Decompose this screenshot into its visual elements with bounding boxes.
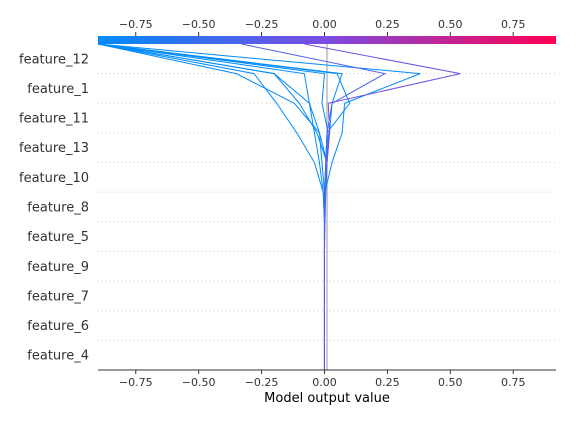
bottom-axis: −0.75 −0.50 −0.25 0.00 0.25 0.50 0.75 [119,370,526,389]
decision-line [304,43,461,370]
feature-label: feature_1 [27,82,89,97]
top-axis: −0.75 −0.50 −0.25 0.00 0.25 0.50 0.75 [119,18,526,36]
feature-label: feature_9 [27,260,89,275]
bottom-tick-label: 0.25 [375,376,400,389]
top-tick-label: 0.00 [312,18,337,31]
top-tick-label: 0.25 [375,18,400,31]
decision-line [97,43,329,370]
feature-label: feature_13 [19,141,89,156]
top-tick-label: 0.50 [438,18,463,31]
decision-line [241,43,387,370]
x-axis-title: Model output value [264,391,390,406]
top-tick-label: −0.25 [245,18,279,31]
decision-line [97,43,421,370]
feature-label: feature_7 [27,289,89,304]
feature-label: feature_6 [27,319,89,334]
bottom-tick-label: 0.00 [312,376,337,389]
feature-labels: feature_12 feature_1 feature_11 feature_13f… [19,52,89,363]
bottom-tick-label: 0.75 [501,376,526,389]
feature-label: feature_10 [19,171,89,186]
bottom-tick-label: −0.75 [119,376,153,389]
decision-line [97,43,328,370]
decision-line [97,43,343,370]
decision-line [97,43,351,370]
feature-label: feature_11 [19,112,89,127]
feature-label: feature_4 [27,349,89,364]
feature-label: feature_8 [27,201,89,216]
feature-label: feature_5 [27,230,89,245]
top-tick-label: −0.75 [119,18,153,31]
bottom-tick-label: −0.25 [245,376,279,389]
bottom-tick-label: −0.50 [182,376,216,389]
feature-label: feature_12 [19,52,89,67]
bottom-tick-label: 0.50 [438,376,463,389]
top-tick-label: −0.50 [182,18,216,31]
decision-lines [97,43,461,370]
colorbar [98,36,556,44]
top-tick-label: 0.75 [501,18,526,31]
decision-line [97,43,328,370]
